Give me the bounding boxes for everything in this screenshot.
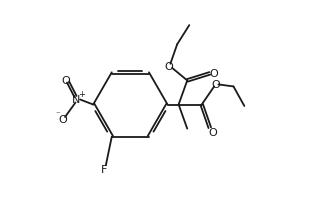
Text: O: O [210, 69, 219, 79]
Text: N: N [72, 95, 80, 105]
Text: O: O [211, 80, 220, 90]
Text: +: + [78, 90, 85, 99]
Text: O: O [59, 114, 67, 124]
Text: F: F [101, 164, 107, 174]
Text: ⁻: ⁻ [55, 110, 60, 118]
Text: O: O [62, 76, 71, 86]
Text: O: O [208, 127, 217, 137]
Text: O: O [165, 62, 174, 72]
